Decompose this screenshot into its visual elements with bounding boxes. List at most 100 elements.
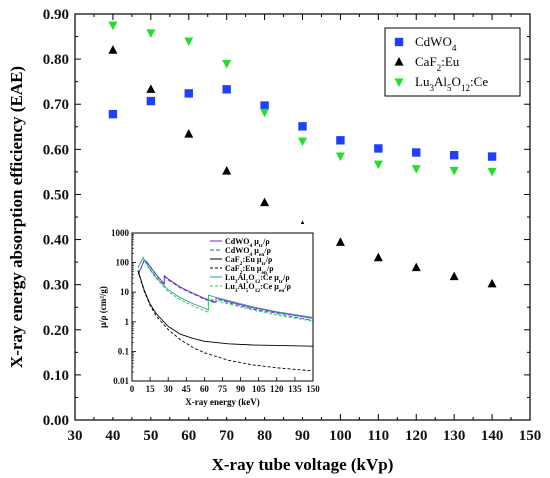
inset-x-tick-label: 60 [200,384,210,394]
inset-legend-label: Lu3Al5O12:Ce μen/ρ [225,282,291,294]
legend-subscript: 12 [255,279,261,285]
legend-box [384,27,521,97]
y-tick-label: 0.10 [43,368,69,384]
y-tick-label: 0.30 [43,278,69,294]
legend-subscript: tr [279,279,284,285]
data-point [373,252,383,262]
inset-series-line [137,270,314,347]
legend-subscript: 5 [246,279,249,285]
data-point [449,150,459,160]
x-tick-label: 150 [519,428,542,444]
data-point [487,278,497,288]
data-point [184,129,194,138]
data-point [298,137,307,147]
legend-text-part: O [248,273,254,282]
data-point [108,109,118,119]
x-tick-label: 120 [405,428,428,444]
legend-text-part: CaF [225,255,240,264]
x-tick-label: 140 [481,428,504,444]
inset-legend-label: CdWO4 μtr/ρ [225,237,270,249]
data-point [373,160,383,170]
legend-subscript: 3 [429,83,434,93]
x-tick-label: 130 [443,428,466,444]
inset-x-tick-label: 105 [252,384,266,394]
data-point [108,45,118,54]
legend-subscript: 2 [240,261,243,267]
inset-series-line [137,259,314,319]
inset-x-tick-label: 150 [306,384,320,394]
data-point [146,84,156,93]
legend-text-part: μ [252,246,259,255]
y-axis-label: X-ray energy absorption efficiency (EAE) [7,66,26,368]
inset-series-line [137,260,314,322]
y-tick-label: 0.90 [43,7,69,23]
legend-subscript: tr [261,261,266,267]
legend-subscript: 2 [437,63,442,73]
x-tick-label: 50 [143,428,158,444]
data-point [487,167,497,177]
data-point [298,122,307,131]
inset-x-tick-label: 45 [182,384,192,394]
inset-chart: 0 15 30 45 60 75 90 105 120 135 1500.010.111010010… [87,224,322,417]
data-point [336,136,345,145]
data-point [411,262,421,272]
data-point [222,60,232,69]
legend-text-part: /ρ [283,282,291,291]
data-point [449,271,459,281]
legend-text-part: Al [238,282,247,291]
inset-x-tick-label: 90 [236,384,246,394]
inset-y-tick-label: 1 [125,317,130,327]
legend-text-part: Al [238,273,247,282]
data-point [260,108,270,118]
inset-y-tick-label: 1000 [111,228,130,238]
inset-x-tick-label: 120 [270,384,284,394]
legend-text-part: Lu [415,74,430,89]
x-tick-label: 110 [367,428,389,444]
legend-label: CdWO4 [415,34,457,53]
data-point [412,148,421,157]
data-point [260,197,270,207]
x-tick-label: 80 [257,428,272,444]
x-tick-label: 30 [68,428,83,444]
data-point [335,152,345,162]
legend-subscript: 4 [249,252,252,258]
inset-plot-frame [131,232,314,382]
data-point [374,144,383,153]
x-tick-label: 100 [329,428,352,444]
legend-subscript: en [261,270,267,276]
legend-subscript: 4 [452,43,457,53]
data-point [146,96,156,106]
inset-legend-label: CdWO4 μen/ρ [225,246,271,258]
inset-series-line [137,270,314,372]
legend-text-part: CdWO [415,34,452,49]
legend-text-part: O [248,282,254,291]
legend-text-part: :Ce μ [260,282,279,291]
legend-marker [394,37,404,47]
inset-legend-label: CaF2:Eu μen/ρ [225,264,274,276]
inset-x-tick-label: 15 [146,384,156,394]
legend-text-part: /ρ [282,273,290,282]
inset-x-tick-label: 30 [164,384,174,394]
y-tick-label: 0.20 [43,323,69,339]
data-point [108,21,118,31]
legend-text-part: /ρ [266,264,274,273]
inset-x-axis-label: X-ray energy (keV) [185,397,259,407]
y-tick-label: 0.70 [43,97,69,113]
x-tick-label: 40 [105,428,120,444]
legend-text-part: :Eu [441,54,460,69]
legend-text-part: CdWO [225,237,249,246]
data-point [487,152,497,161]
data-point [184,89,193,98]
legend-text-part: :Ce [470,74,488,89]
legend-subscript: 2 [240,270,243,276]
legend-subscript: 12 [461,83,471,93]
data-point [184,37,194,47]
data-point [260,101,269,110]
main-axis-ticks: 30 40 50 60 70 80 90 100 110 120 130 140 1500.000.10… [43,7,542,444]
inset-y-tick-label: 100 [116,258,130,268]
legend-text-part: CaF [225,264,240,273]
legend-text-part: /ρ [265,255,273,264]
legend-subscript: 3 [235,279,238,285]
